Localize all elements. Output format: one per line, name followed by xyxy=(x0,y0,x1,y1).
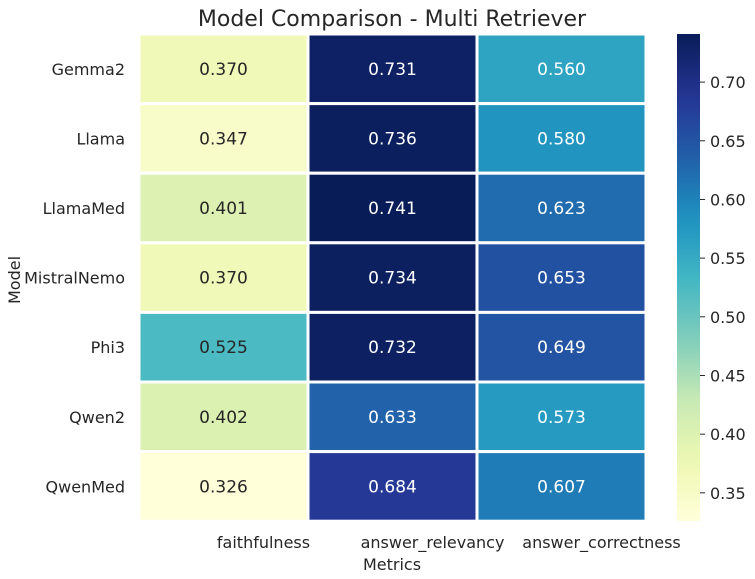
colorbar-tick-label: 0.55 xyxy=(710,249,746,268)
colorbar-tick-label: 0.35 xyxy=(710,484,746,503)
column-label: answer_relevancy xyxy=(361,533,505,553)
x-axis-label: Metrics xyxy=(363,555,421,574)
colorbar-tick-label: 0.45 xyxy=(710,366,746,385)
heatmap-cell xyxy=(306,32,479,106)
heatmap-cell xyxy=(137,32,310,106)
colorbar-ticks: 0.35 0.40 0.45 0.50 0.55 0.60 0.65 0.70 xyxy=(700,73,746,503)
cell-value-label: 0.607 xyxy=(537,477,586,497)
cell-value-label: 0.684 xyxy=(368,477,417,497)
row-label: Qwen2 xyxy=(69,408,125,427)
row-label: Phi3 xyxy=(91,338,125,357)
cell-value-label: 0.736 xyxy=(368,129,417,149)
row-label: Gemma2 xyxy=(52,60,125,79)
cell-value-label: 0.401 xyxy=(199,199,248,219)
cell-value-label: 0.370 xyxy=(199,60,248,80)
heatmap-cell xyxy=(306,450,479,523)
cell-value-label: 0.560 xyxy=(537,60,586,80)
cell-value-label: 0.580 xyxy=(537,129,586,149)
colorbar-tick-label: 0.65 xyxy=(710,132,746,151)
y-axis-label: Model xyxy=(5,256,24,304)
cell-value-label: 0.732 xyxy=(368,338,417,358)
row-label: LlamaMed xyxy=(43,199,125,218)
colorbar-tick-label: 0.50 xyxy=(710,308,746,327)
column-label: faithfulness xyxy=(217,533,310,552)
colorbar xyxy=(677,34,700,521)
cell-value-label: 0.525 xyxy=(199,338,248,358)
colorbar-tick-label: 0.40 xyxy=(710,425,746,444)
cell-value-label: 0.734 xyxy=(368,269,417,289)
row-label: MistralNemo xyxy=(24,269,125,288)
heatmap-cell xyxy=(137,241,310,314)
row-label: QwenMed xyxy=(46,477,125,496)
cell-value-label: 0.623 xyxy=(537,199,586,219)
cell-value-label: 0.731 xyxy=(368,60,417,80)
cell-value-label: 0.649 xyxy=(537,338,586,358)
cell-value-label: 0.633 xyxy=(368,408,417,428)
column-label: answer_correctness xyxy=(522,533,680,553)
cell-value-label: 0.370 xyxy=(199,269,248,289)
cell-value-label: 0.741 xyxy=(368,199,417,219)
heatmap-cell xyxy=(306,310,479,384)
heatmap-cell xyxy=(306,380,479,454)
row-label: Llama xyxy=(76,129,125,148)
heatmap-cell xyxy=(306,171,479,245)
cell-value-label: 0.653 xyxy=(537,269,586,289)
heatmap-cell xyxy=(137,380,310,454)
colorbar-tick-label: 0.60 xyxy=(710,190,746,209)
cell-value-label: 0.347 xyxy=(199,129,248,149)
cell-value-label: 0.326 xyxy=(199,477,248,497)
cell-value-label: 0.402 xyxy=(199,408,248,428)
heatmap-cell xyxy=(137,450,310,523)
heatmap-cell xyxy=(475,450,648,523)
chart-title: Model Comparison - Multi Retriever xyxy=(198,7,587,32)
heatmap-cells: 0.370 0.731 0.560 0.347 0.736 0.580 0.401 0.741… xyxy=(137,32,648,523)
heatmap-cell xyxy=(475,380,648,454)
cell-value-label: 0.573 xyxy=(537,408,586,428)
heatmap-cell xyxy=(475,241,648,314)
colorbar-tick-label: 0.70 xyxy=(710,73,746,92)
heatmap-cell xyxy=(475,102,648,175)
column-labels: faithfulness answer_relevancy answer_corre… xyxy=(217,533,681,553)
row-labels: Gemma2 Llama LlamaMed MistralNemo Phi3 Qwen2 Q… xyxy=(24,60,125,497)
